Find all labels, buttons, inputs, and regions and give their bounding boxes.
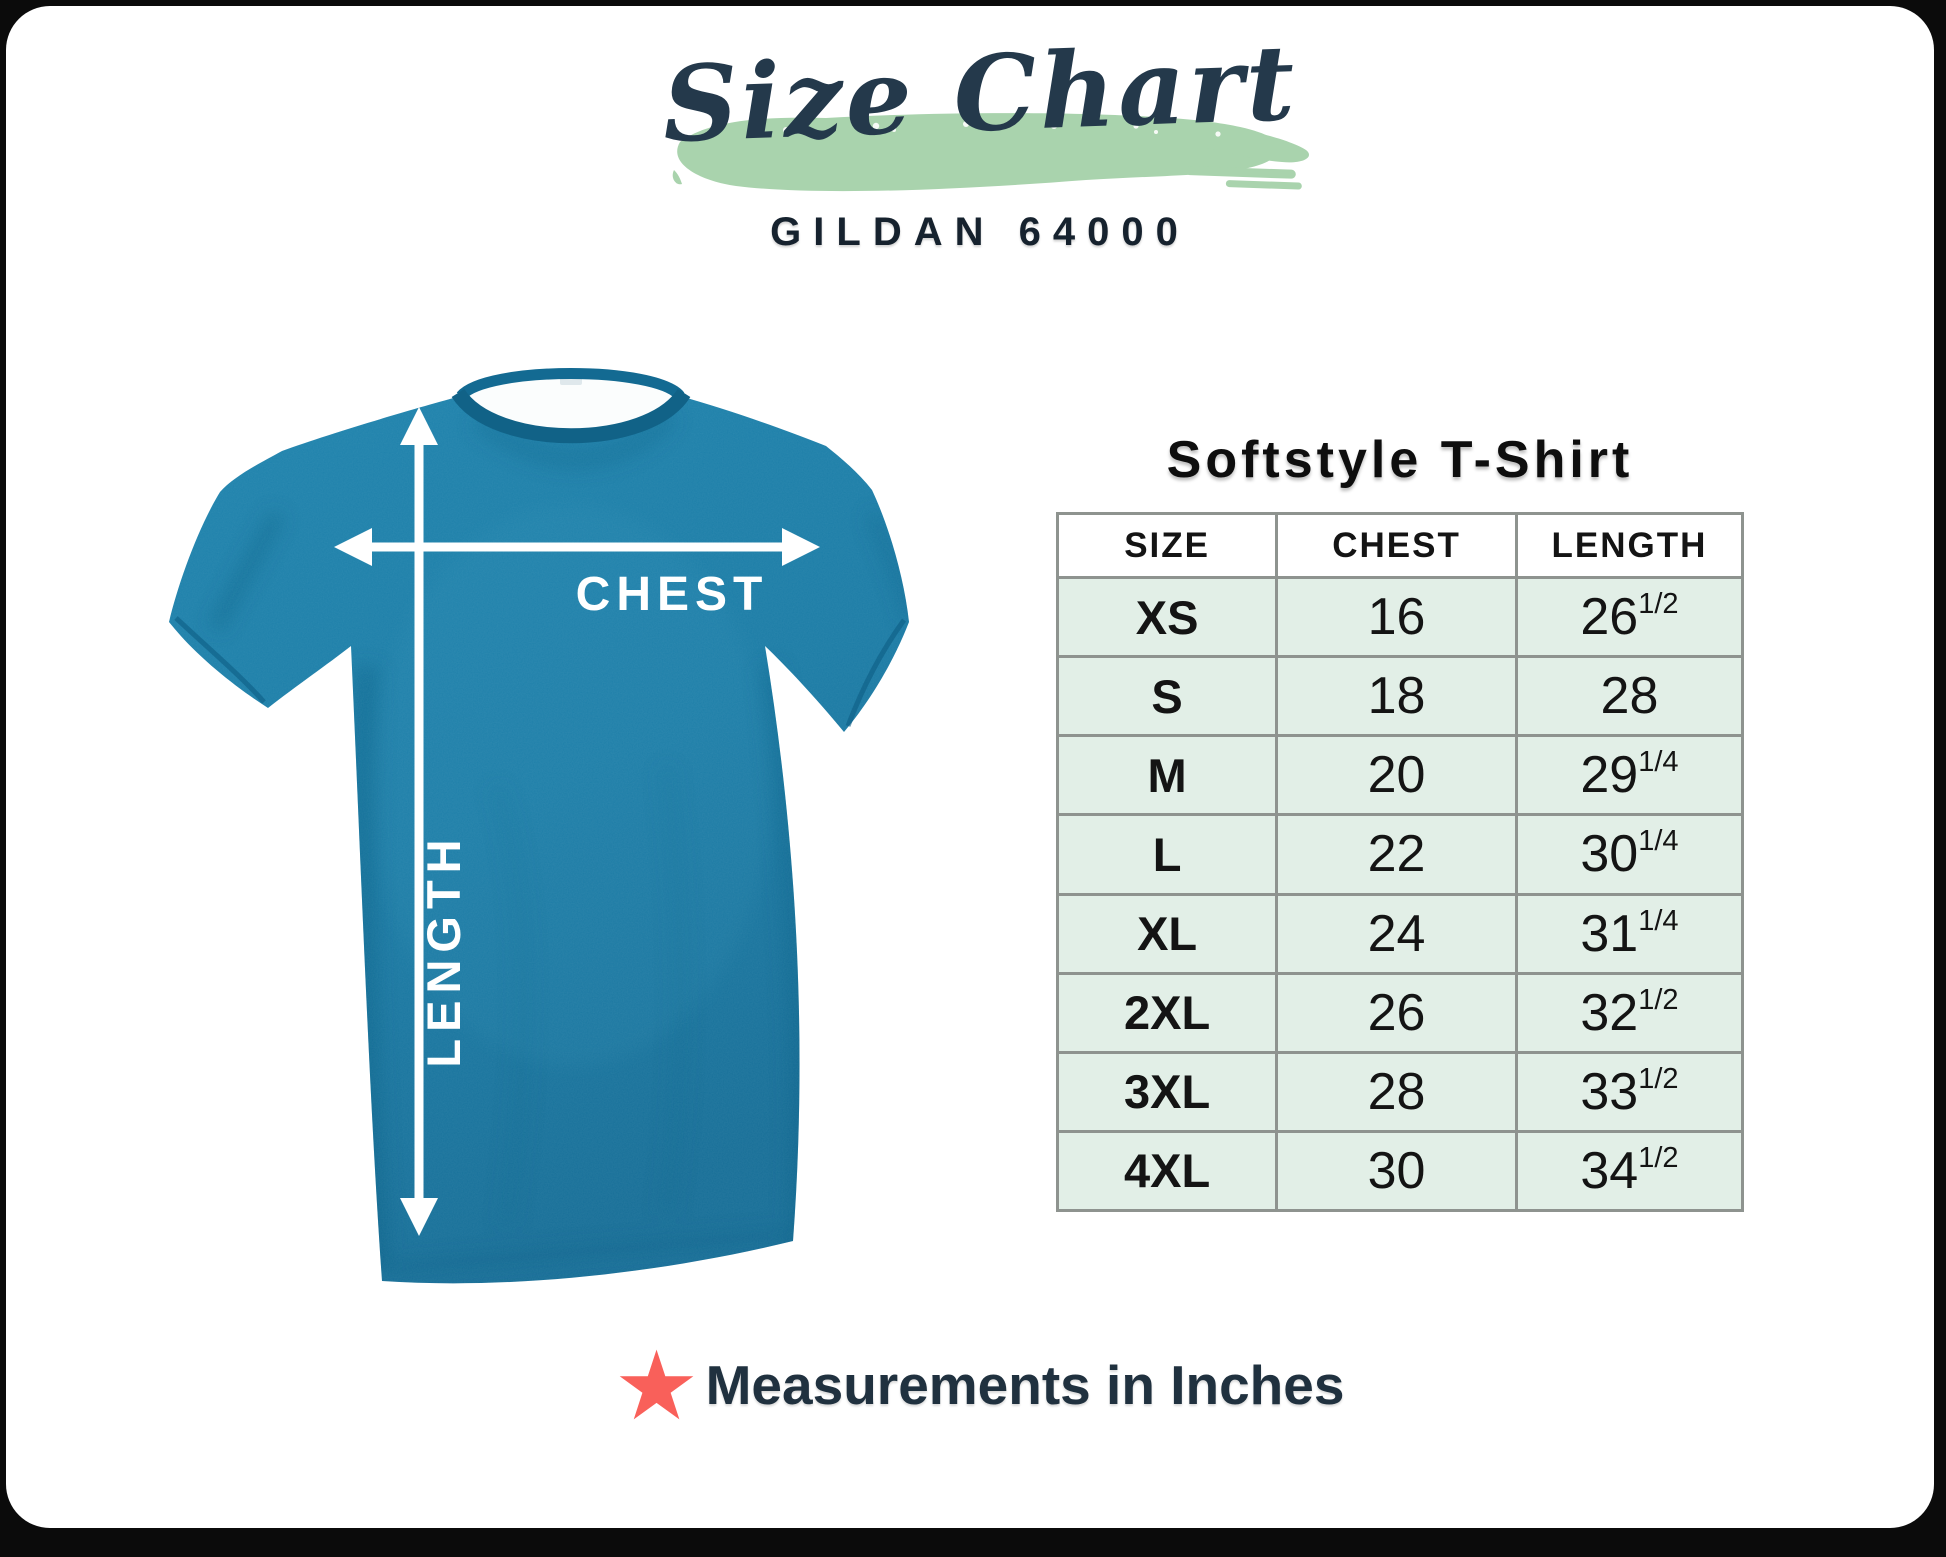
measurements-note: Measurements in Inches xyxy=(705,1354,1345,1416)
table-row: 3XL 28 331/2 xyxy=(1055,1050,1745,1133)
size-cell: XS xyxy=(1055,575,1279,659)
fraction: 1/2 xyxy=(1638,983,1679,1016)
chest-cell: 26 xyxy=(1275,971,1518,1054)
length-cell: 331/2 xyxy=(1514,1050,1745,1133)
product-heading: Softstyle T-Shirt xyxy=(1166,431,1634,489)
length-cell: 261/2 xyxy=(1514,575,1745,659)
size-table: SIZE CHEST LENGTH XS 16 261/2 S 18 28 M … xyxy=(1055,512,1745,1213)
size-cell: L xyxy=(1055,813,1279,896)
measurements-note-row: ★ Measurements in Inches xyxy=(6,1333,1934,1440)
chest-cell: 22 xyxy=(1275,813,1518,896)
table-row: 2XL 26 321/2 xyxy=(1055,971,1745,1054)
size-cell: 2XL xyxy=(1055,971,1279,1054)
table-row: L 22 301/4 xyxy=(1055,813,1745,896)
chest-label: CHEST xyxy=(576,568,769,621)
size-cell: 3XL xyxy=(1055,1050,1279,1133)
column-header-chest: CHEST xyxy=(1275,512,1518,579)
table-row: XL 24 311/4 xyxy=(1055,892,1745,975)
tshirt-diagram: CHEST LENGTH xyxy=(169,368,909,1284)
table-row: XS 16 261/2 xyxy=(1055,575,1745,659)
chest-cell: 28 xyxy=(1275,1050,1518,1133)
size-chart-card: Size Chart GILDAN 64000 xyxy=(6,6,1934,1528)
table-row: 4XL 30 341/2 xyxy=(1055,1129,1745,1213)
size-cell: XL xyxy=(1055,892,1279,975)
table-row: S 18 28 xyxy=(1055,655,1745,738)
length-cell: 301/4 xyxy=(1514,813,1745,896)
chest-cell: 18 xyxy=(1275,655,1518,738)
chest-arrow xyxy=(334,528,820,566)
length-cell: 311/4 xyxy=(1514,892,1745,975)
length-cell: 321/2 xyxy=(1514,971,1745,1054)
chest-cell: 16 xyxy=(1275,575,1518,659)
chest-cell: 30 xyxy=(1275,1129,1518,1213)
page-subtitle: GILDAN 64000 xyxy=(770,210,1190,254)
chest-cell: 20 xyxy=(1275,734,1518,817)
column-header-size: SIZE xyxy=(1055,512,1279,579)
chest-cell: 24 xyxy=(1275,892,1518,975)
fraction: 1/2 xyxy=(1638,1062,1679,1095)
star-icon: ★ xyxy=(613,1333,700,1440)
fraction: 1/2 xyxy=(1638,1141,1679,1174)
size-cell: M xyxy=(1055,734,1279,817)
fraction: 1/4 xyxy=(1638,904,1679,937)
length-cell: 291/4 xyxy=(1514,734,1745,817)
table-header-row: SIZE CHEST LENGTH xyxy=(1055,512,1745,579)
length-label: LENGTH xyxy=(417,832,470,1067)
column-header-length: LENGTH xyxy=(1514,512,1745,579)
length-cell: 28 xyxy=(1514,655,1745,738)
length-cell: 341/2 xyxy=(1514,1129,1745,1213)
fraction: 1/4 xyxy=(1638,746,1679,779)
tshirt-neck-opening xyxy=(461,373,680,437)
table-row: M 20 291/4 xyxy=(1055,734,1745,817)
size-cell: S xyxy=(1055,655,1279,738)
size-cell: 4XL xyxy=(1055,1129,1279,1213)
fraction: 1/2 xyxy=(1638,588,1679,621)
fraction: 1/4 xyxy=(1638,825,1679,858)
length-arrow xyxy=(400,407,438,1236)
brush-stroke-decoration xyxy=(672,113,1309,192)
